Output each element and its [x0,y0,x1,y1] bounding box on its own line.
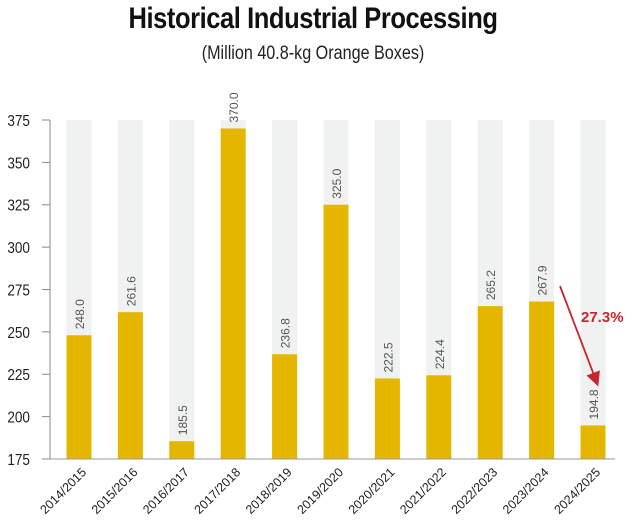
value-label: 265.2 [484,270,498,300]
bar-2022-2023 [477,306,503,459]
decrease-arrow [559,285,600,387]
chart-subtitle: (Million 40.8-kg Orange Boxes) [201,43,425,64]
y-tick-label: 200 [7,410,30,427]
bar-2023-2024 [529,301,555,459]
x-tick-label: 2022/2023 [449,465,501,517]
value-label: 248.0 [73,299,87,329]
x-tick-label: 2023/2024 [500,465,552,517]
bar-2016-2017 [169,441,195,459]
x-tick-label: 2019/2020 [294,465,346,517]
value-label: 267.9 [536,265,550,295]
y-tick-label: 175 [7,452,30,469]
annotation-label: 27.3% [581,309,624,326]
y-tick-label: 325 [7,198,30,215]
bar-2019-2020 [323,204,349,459]
bar-background [169,120,195,459]
value-label: 222.5 [381,342,395,372]
bar-2018-2019 [272,354,298,459]
x-tick-label: 2016/2017 [140,465,192,517]
y-tick-label: 375 [7,113,30,130]
y-tick-label: 300 [7,240,30,257]
chart-title: Historical Industrial Processing [128,2,498,35]
bar-2014-2015 [66,335,92,459]
x-tick-label: 2018/2019 [243,465,295,517]
x-tick-label: 2021/2022 [397,465,449,517]
value-label: 185.5 [176,405,190,435]
bar-2015-2016 [117,312,143,459]
y-tick-label: 225 [7,367,30,384]
value-label: 261.6 [124,276,138,306]
value-label: 325.0 [330,168,344,198]
bar-2021-2022 [426,375,452,459]
bar-2024-2025 [580,425,606,459]
value-label: 224.4 [433,339,447,369]
value-label: 194.8 [587,389,601,419]
y-tick-label: 250 [7,325,30,342]
x-tick-label: 2024/2025 [551,465,603,517]
x-tick-label: 2020/2021 [346,465,398,517]
x-tick-label: 2014/2015 [37,465,89,517]
y-tick-label: 275 [7,283,30,300]
y-tick-label: 350 [7,155,30,172]
bar-2020-2021 [374,378,400,459]
x-tick-label: 2017/2018 [192,465,244,517]
value-label: 370.0 [227,92,241,122]
x-tick-label: 2015/2016 [89,465,141,517]
value-label: 236.8 [279,318,293,348]
bar-2017-2018 [220,128,246,459]
bar-background [580,120,606,459]
